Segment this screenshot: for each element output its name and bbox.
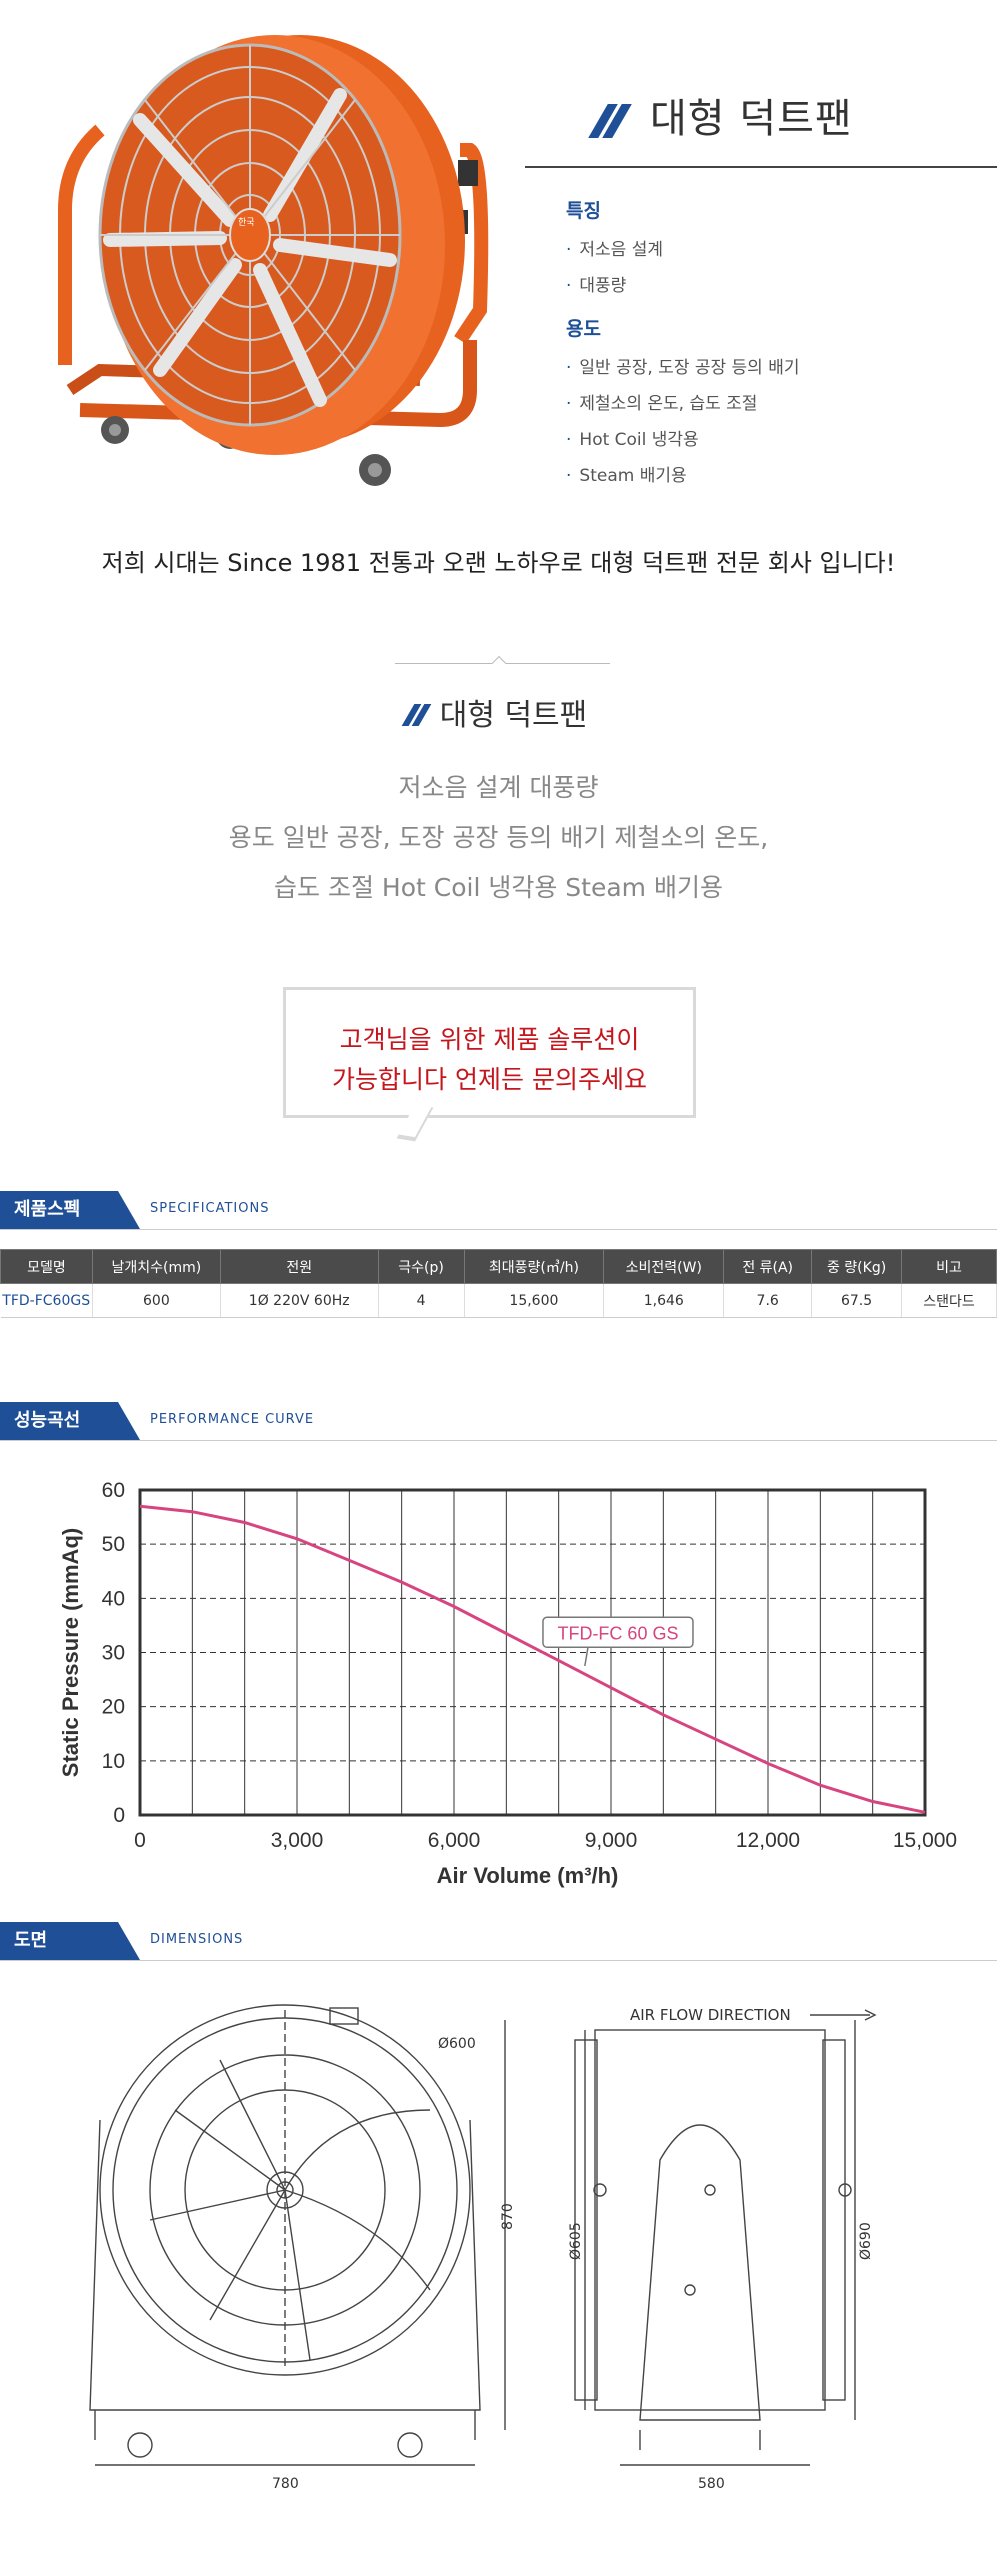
summary-divider-notch	[491, 655, 507, 671]
feature-item: · 저소음 설계	[566, 240, 664, 260]
y-axis-label: Static Pressure (mmAq)	[58, 1528, 83, 1777]
use-item: · Hot Coil 냉각용	[566, 430, 699, 450]
inquiry-bubble: 고객님을 위한 제품 솔루션이 가능합니다 언제든 문의주세요	[283, 987, 696, 1118]
summary-line: 저소음 설계 대풍량	[398, 773, 599, 802]
performance-curve-chart: 0 3,000 6,000 9,000 12,000 15,000 0 10 20 30 40 50 6…	[58, 1479, 957, 1888]
spec-col-header: 전 류(A)	[723, 1249, 813, 1284]
product-title: 대형 덕트팬	[650, 96, 853, 142]
dim-height-870: 870	[500, 2203, 516, 2230]
y-tick-label: 10	[102, 1750, 125, 1773]
spec-col-header: 전원	[219, 1249, 379, 1284]
use-item: · 일반 공장, 도장 공장 등의 배기	[566, 358, 800, 378]
dim-width-780: 780	[272, 2476, 299, 2492]
y-tick-label: 0	[113, 1804, 125, 1827]
dim-dia-600: Ø600	[438, 2036, 476, 2052]
spec-col-header: 최대풍량(㎥/h)	[463, 1249, 605, 1284]
series-label: TFD-FC 60 GS	[557, 1623, 678, 1643]
dims-section-header: 도면 DIMENSIONS	[0, 1922, 997, 1964]
y-tick-label: 30	[102, 1642, 125, 1665]
spec-cell: 1,646	[603, 1283, 725, 1318]
x-tick-label: 3,000	[271, 1829, 324, 1852]
x-tick-label: 15,000	[893, 1829, 957, 1852]
section-rule	[0, 1960, 997, 1961]
bubble-line: 가능합니다 언제든 문의주세요	[332, 1065, 647, 1094]
fan-brand-label: 한국	[238, 217, 255, 228]
series-line	[139, 1504, 926, 1814]
bubble-line: 고객님을 위한 제품 솔루션이	[339, 1025, 640, 1054]
feature-item: · 대풍량	[566, 276, 627, 296]
section-rule	[0, 1229, 997, 1230]
fan-grill	[98, 43, 402, 427]
spec-cell: 4	[378, 1283, 465, 1318]
spec-col-header: 비고	[901, 1249, 997, 1284]
spec-cell: 스탠다드	[901, 1283, 997, 1318]
spec-cell: 600	[92, 1283, 221, 1318]
spec-table: 모델명 날개치수(mm) 전원 극수(p) 최대풍량(㎥/h) 소비전력(W) …	[0, 1249, 997, 1318]
section-rule	[0, 1440, 997, 1441]
spec-cell: 15,600	[464, 1283, 605, 1318]
uses-heading: 용도	[566, 318, 601, 340]
section-subtitle: PERFORMANCE CURVE	[150, 1412, 315, 1427]
specs-section-header: 제품스펙 SPECIFICATIONS	[0, 1191, 997, 1233]
y-tick-label: 50	[102, 1533, 125, 1556]
series-label-pointer	[584, 1647, 589, 1667]
x-axis-label: Air Volume (m³/h)	[437, 1863, 619, 1888]
section-tag: 성능곡선	[0, 1402, 140, 1440]
x-tick-label: 9,000	[585, 1829, 638, 1852]
series-label-box	[542, 1616, 694, 1649]
title-divider	[525, 166, 997, 168]
duct-fan-product-image: 한국	[58, 35, 489, 486]
summary-line: 용도 일반 공장, 도장 공장 등의 배기 제철소의 온도,	[228, 823, 769, 852]
spec-col-header: 중 량(Kg)	[811, 1249, 903, 1284]
table-row: TFD-FC60GS 600 1Ø 220V 60Hz 4 15,600 1,6…	[0, 1283, 997, 1318]
curve-section-header: 성능곡선 PERFORMANCE CURVE	[0, 1402, 997, 1444]
front-view	[89, 2004, 506, 2466]
spec-col-header: 극수(p)	[377, 1249, 465, 1284]
spec-cell: 1Ø 220V 60Hz	[220, 1283, 379, 1318]
spec-header-row: 모델명 날개치수(mm) 전원 극수(p) 최대풍량(㎥/h) 소비전력(W) …	[0, 1249, 997, 1284]
spec-col-header: 소비전력(W)	[603, 1249, 725, 1284]
features-heading: 특징	[566, 200, 601, 222]
use-item: · 제철소의 온도, 습도 조절	[566, 394, 758, 414]
section-subtitle: SPECIFICATIONS	[150, 1201, 270, 1216]
y-tick-label: 40	[102, 1587, 125, 1610]
spec-cell: TFD-FC60GS	[0, 1283, 93, 1318]
spec-cell: 7.6	[723, 1283, 813, 1318]
dim-dia-605: Ø605	[568, 2222, 584, 2260]
spec-col-header: 모델명	[0, 1249, 93, 1284]
summary-title: 대형 덕트팬	[439, 698, 588, 733]
dimension-drawing: Ø600 870 780 AIR FLOW DIRECTION Ø605 Ø69…	[89, 2004, 877, 2492]
summary-line: 습도 조절 Hot Coil 냉각용 Steam 배기용	[274, 873, 723, 902]
section-subtitle: DIMENSIONS	[150, 1932, 244, 1947]
x-tick-label: 6,000	[428, 1829, 481, 1852]
section-tag: 도면	[0, 1922, 140, 1960]
spec-col-header: 날개치수(mm)	[91, 1249, 221, 1284]
y-tick-label: 20	[102, 1696, 125, 1719]
section-tag: 제품스펙	[0, 1191, 140, 1229]
spec-cell: 67.5	[811, 1283, 903, 1318]
airflow-label: AIR FLOW DIRECTION	[630, 2006, 791, 2024]
side-view	[574, 2009, 877, 2466]
dim-dia-690: Ø690	[858, 2222, 874, 2260]
y-tick-label: 60	[102, 1479, 125, 1502]
use-item: · Steam 배기용	[566, 466, 687, 486]
company-intro: 저희 시대는 Since 1981 전통과 오랜 노하우로 대형 덕트팬 전문 …	[101, 549, 896, 577]
dim-width-580: 580	[698, 2476, 725, 2492]
x-tick-label: 0	[134, 1829, 146, 1852]
x-tick-label: 12,000	[736, 1829, 800, 1852]
